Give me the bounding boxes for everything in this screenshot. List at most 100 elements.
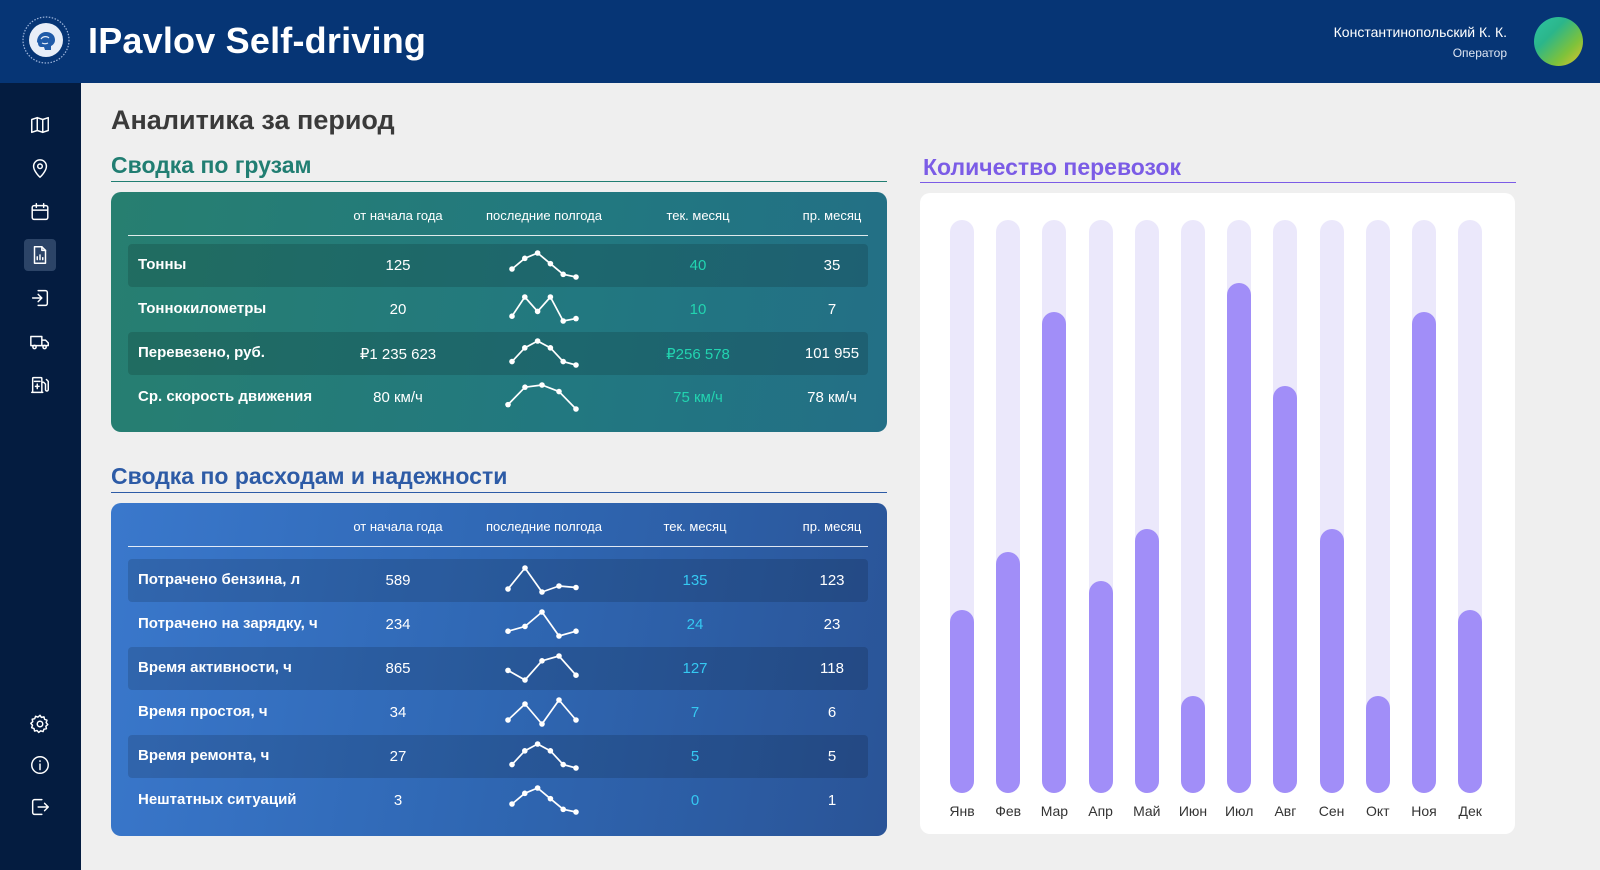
table-row[interactable]: Потрачено на зарядку, ч 234 24 23 bbox=[128, 603, 868, 646]
x-tick-label: Апр bbox=[1088, 803, 1113, 819]
sparkline-point bbox=[556, 388, 562, 395]
cargo-summary-table: от начала года последние полгода тек. ме… bbox=[111, 192, 887, 432]
column-header: от начала года bbox=[353, 208, 443, 223]
sparkline-point bbox=[534, 338, 541, 344]
bar[interactable] bbox=[1365, 695, 1390, 793]
sparkline-point bbox=[547, 345, 554, 351]
sparkline-point bbox=[573, 315, 579, 322]
table-row[interactable]: Потрачено бензина, л 589 135 123 bbox=[128, 559, 868, 602]
sparkline-point bbox=[573, 362, 579, 368]
row-label: Тонны bbox=[138, 256, 187, 273]
bar[interactable] bbox=[1412, 311, 1436, 793]
column-header: тек. месяц bbox=[663, 519, 727, 534]
previous-month-value: 101 955 bbox=[804, 345, 860, 362]
previous-month-value: 118 bbox=[820, 660, 844, 677]
bar[interactable] bbox=[1042, 311, 1067, 793]
sidebar-item-calendar[interactable] bbox=[24, 196, 56, 228]
current-month-value: 135 bbox=[682, 572, 708, 589]
bar[interactable] bbox=[1273, 386, 1298, 793]
bar[interactable] bbox=[996, 552, 1021, 793]
current-month-value: 40 bbox=[689, 257, 707, 274]
ytd-value: 20 bbox=[389, 301, 407, 318]
sparkline-point bbox=[547, 795, 554, 802]
table-row[interactable]: Перевезено, руб. ₽1 235 623 ₽256 578 101 95… bbox=[128, 332, 868, 375]
sparkline-point bbox=[534, 785, 541, 791]
x-tick-label: Июл bbox=[1224, 803, 1254, 819]
bar-track bbox=[1273, 220, 1298, 793]
fuel-station-icon bbox=[31, 376, 49, 394]
table-row[interactable]: Тонны 125 40 35 bbox=[128, 244, 868, 287]
x-tick-label: Янв bbox=[949, 803, 975, 819]
bar-track bbox=[1319, 220, 1344, 793]
sparkline-point bbox=[556, 633, 562, 639]
logout-icon bbox=[31, 798, 49, 816]
current-month-value: 5 bbox=[690, 748, 700, 765]
sparkline-point bbox=[547, 260, 554, 267]
table-row[interactable]: Время простоя, ч 34 7 6 bbox=[128, 691, 868, 734]
sidebar-item-trucks[interactable] bbox=[24, 326, 56, 358]
current-month-value: 10 bbox=[689, 301, 707, 318]
table-row[interactable]: Время ремонта, ч 27 5 5 bbox=[128, 735, 868, 778]
sparkline-point bbox=[539, 382, 545, 388]
row-label: Тоннокилометры bbox=[138, 300, 267, 317]
sparkline-point bbox=[505, 667, 511, 674]
sidebar-item-info[interactable] bbox=[24, 749, 56, 781]
table-row[interactable]: Ср. скорость движения 80 км/ч 75 км/ч 78 км… bbox=[128, 376, 868, 419]
sidebar bbox=[0, 83, 81, 870]
sparkline-point bbox=[522, 294, 528, 300]
sparkline-point bbox=[509, 801, 515, 807]
bar-track bbox=[1088, 220, 1113, 793]
bar[interactable] bbox=[1319, 529, 1344, 793]
sidebar-item-fuel[interactable] bbox=[24, 369, 56, 401]
column-header: последние полгода bbox=[486, 519, 602, 534]
table-header: от начала года последние полгода тек. ме… bbox=[128, 192, 868, 236]
trend-sparkline bbox=[505, 565, 579, 595]
table-row[interactable]: Нештатных ситуаций 3 0 1 bbox=[128, 779, 868, 822]
bar-track bbox=[1134, 220, 1159, 793]
row-label: Потрачено на зарядку, ч bbox=[138, 615, 318, 632]
ytd-value: 3 bbox=[393, 792, 403, 809]
current-month-value: 7 bbox=[690, 704, 700, 721]
sidebar-item-login[interactable] bbox=[24, 282, 56, 314]
cargo-section-title: Сводка по грузам bbox=[111, 152, 312, 178]
gear-icon bbox=[30, 714, 49, 734]
sparkline-point bbox=[573, 672, 579, 678]
sparkline-path bbox=[511, 743, 577, 769]
sparkline-path bbox=[511, 340, 577, 366]
sidebar-item-reports[interactable] bbox=[24, 239, 56, 271]
bar[interactable] bbox=[1181, 695, 1205, 793]
bar[interactable] bbox=[1458, 609, 1483, 793]
row-label: Нештатных ситуаций bbox=[138, 791, 297, 808]
sidebar-item-settings[interactable] bbox=[24, 708, 56, 740]
sparkline-point bbox=[560, 318, 566, 324]
current-month-value: 127 bbox=[682, 660, 708, 677]
sparkline-point bbox=[522, 701, 528, 707]
sparkline-path bbox=[511, 787, 577, 813]
chart-section-divider bbox=[920, 182, 1516, 183]
user-name[interactable]: Константинопольский К. К. bbox=[1333, 24, 1507, 40]
table-row[interactable]: Время активности, ч 865 127 118 bbox=[128, 647, 868, 690]
sidebar-item-location[interactable] bbox=[24, 153, 56, 185]
top-bar: IPavlov Self-driving Константинопольский… bbox=[0, 0, 1600, 83]
sidebar-item-map[interactable] bbox=[24, 109, 56, 141]
trend-sparkline bbox=[509, 250, 579, 280]
sparkline-path bbox=[507, 567, 577, 593]
row-label: Время простоя, ч bbox=[138, 703, 268, 720]
avatar[interactable] bbox=[1534, 17, 1583, 66]
row-label: Ср. скорость движения bbox=[138, 388, 313, 405]
x-tick-label: Мар bbox=[1040, 803, 1069, 819]
cargo-section-divider bbox=[111, 181, 887, 182]
map-icon bbox=[31, 116, 49, 134]
table-row[interactable]: Тоннокилометры 20 10 7 bbox=[128, 288, 868, 331]
bar[interactable] bbox=[1088, 581, 1113, 793]
user-role: Оператор bbox=[1452, 46, 1507, 60]
sparkline-path bbox=[507, 384, 577, 410]
bar[interactable] bbox=[1134, 529, 1159, 793]
brain-logo-icon[interactable] bbox=[22, 16, 70, 64]
bar[interactable] bbox=[950, 609, 974, 793]
ytd-value: 125 bbox=[385, 257, 411, 274]
sidebar-item-logout[interactable] bbox=[24, 791, 56, 823]
x-tick-label: Авг bbox=[1274, 803, 1297, 819]
sparkline-point bbox=[522, 255, 528, 262]
bar[interactable] bbox=[1227, 283, 1252, 793]
